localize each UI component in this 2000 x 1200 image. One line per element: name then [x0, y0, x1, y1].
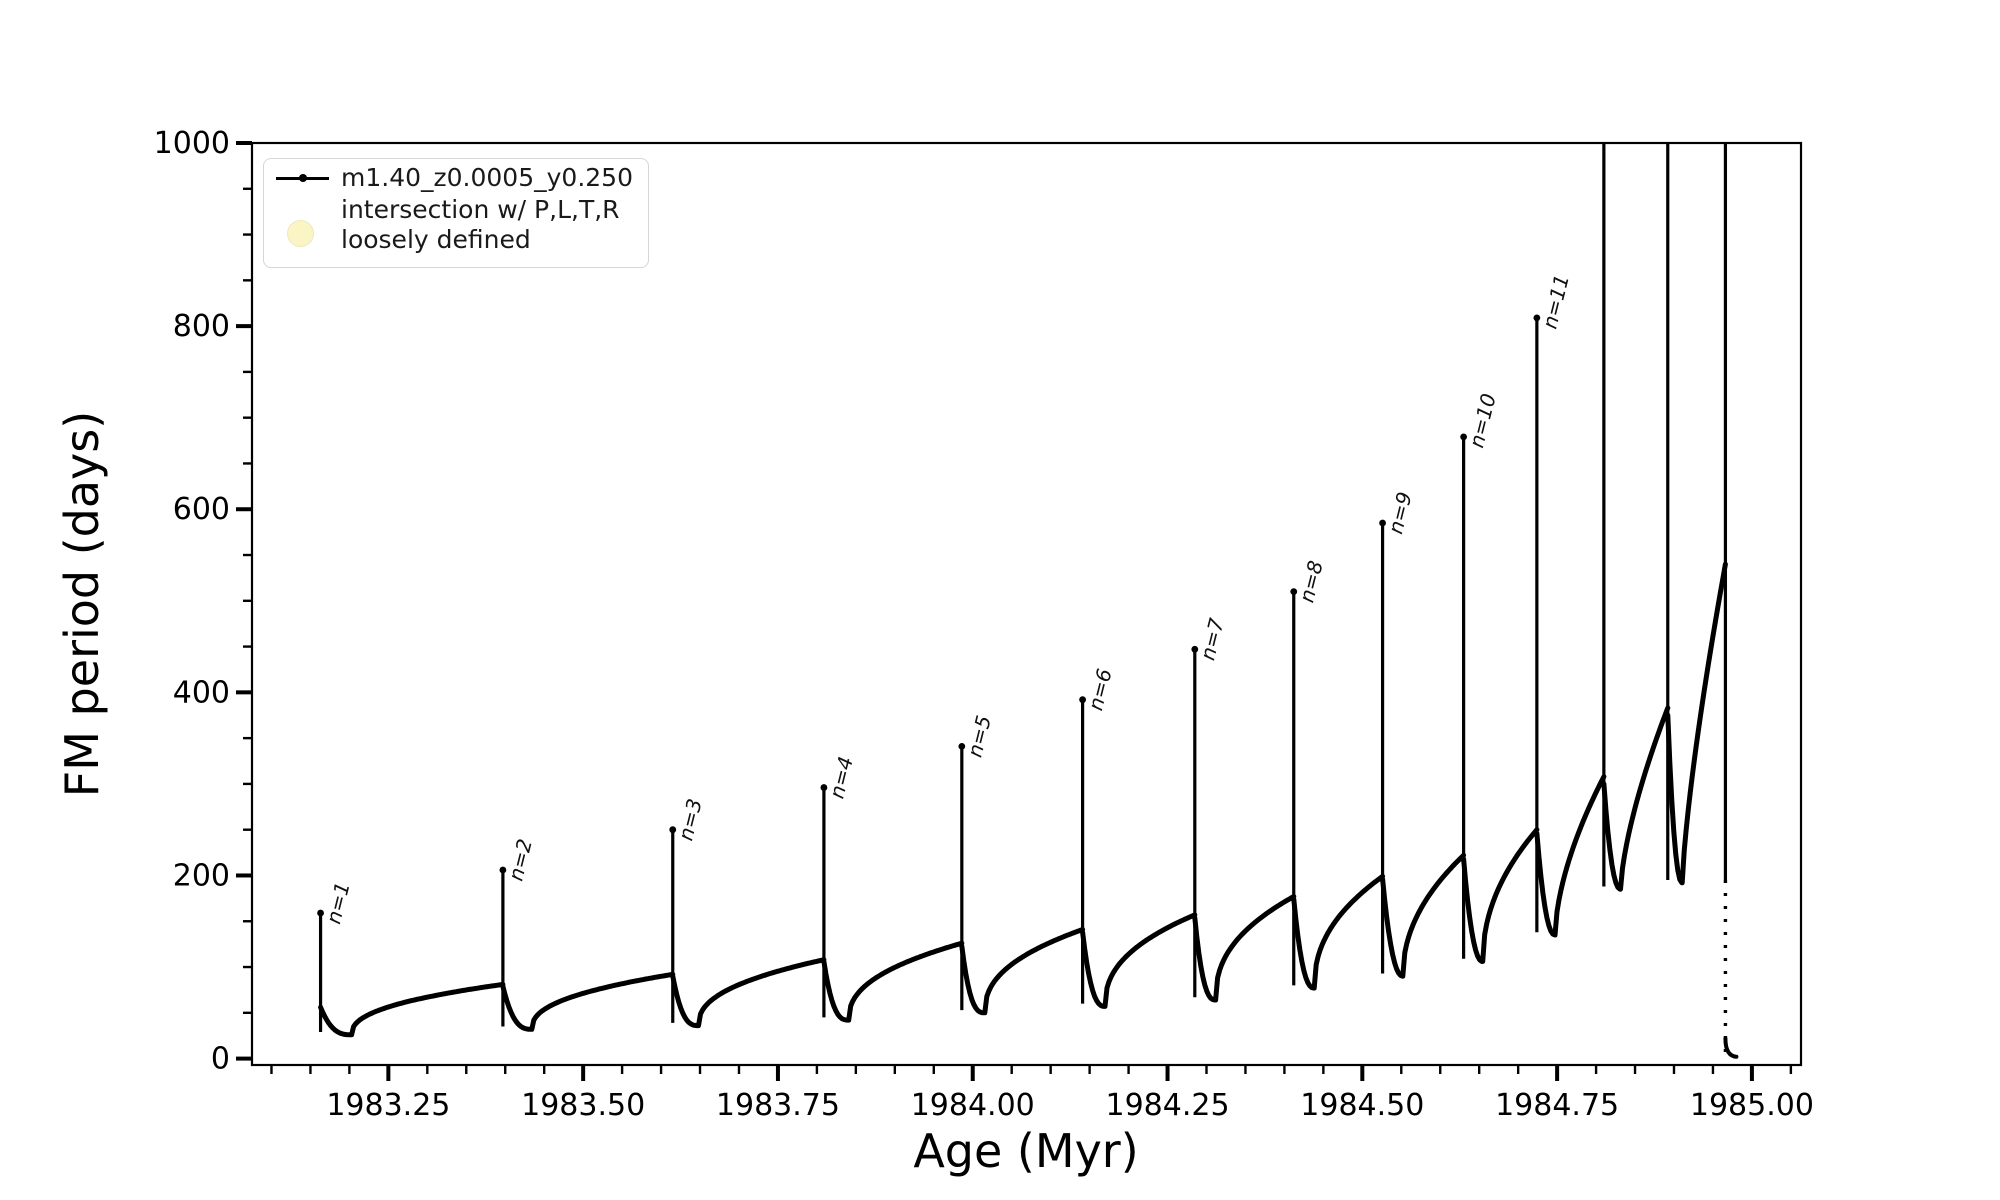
spike-marker-dot: [1079, 696, 1087, 704]
x-tick-label: 1984.25: [1105, 1088, 1229, 1123]
legend: m1.40_z0.0005_y0.250 intersection w/ P,L…: [263, 158, 649, 268]
spike-annotation: n=4: [824, 754, 857, 801]
spike-annotation: n=6: [1083, 666, 1116, 713]
spike-marker-dot: [499, 866, 507, 874]
x-tick-label: 1984.00: [911, 1088, 1035, 1123]
y-tick-label: 200: [173, 858, 230, 893]
spike-annotation: n=8: [1294, 558, 1327, 605]
x-axis-title: Age (Myr): [913, 1124, 1139, 1178]
x-tick-label: 1983.75: [716, 1088, 840, 1123]
y-axis-title: FM period (days): [55, 410, 109, 798]
y-tick-label: 1000: [154, 126, 230, 161]
spike-annotation: n=2: [503, 836, 536, 883]
spike-annotation: n=1: [321, 879, 354, 926]
spike-annotation: n=9: [1383, 489, 1416, 536]
final-drop-hook: [1723, 1036, 1739, 1059]
series-curve: [318, 561, 1728, 1038]
legend-intersection-label-line2: loosely defined: [341, 225, 531, 254]
spike-annotation: n=11: [1537, 272, 1574, 331]
legend-intersection-label-line1: intersection w/ P,L,T,R: [341, 195, 620, 224]
intersection-marker-icon: [287, 220, 314, 247]
spike-annotation: n=5: [962, 713, 995, 760]
y-tick-label: 0: [211, 1042, 230, 1077]
spike-marker-dot: [1191, 645, 1199, 653]
spike-marker-dot: [317, 909, 324, 917]
x-tick-label: 1984.50: [1300, 1088, 1424, 1123]
plot-frame: [250, 141, 1803, 1067]
legend-series-label: m1.40_z0.0005_y0.250: [341, 163, 633, 192]
spike-marker-dot: [820, 784, 828, 791]
x-tick-label: 1985.00: [1690, 1088, 1814, 1123]
legend-line-marker-dot-icon: [299, 174, 307, 182]
x-tick-label: 1983.50: [521, 1088, 645, 1123]
y-tick-label: 400: [173, 675, 230, 710]
spike-annotation: n=7: [1195, 616, 1229, 663]
legend-intersection-label: intersection w/ P,L,T,R loosely defined: [341, 195, 620, 255]
spike-marker-dot: [1290, 588, 1298, 596]
x-tick-label: 1983.25: [326, 1088, 450, 1123]
spike-annotation: n=10: [1464, 391, 1501, 450]
y-tick-label: 600: [173, 492, 230, 527]
spike-marker-dot: [1533, 314, 1541, 322]
spike-marker-dot: [958, 742, 966, 750]
spike-annotation: n=3: [673, 796, 706, 843]
x-tick-label: 1984.75: [1495, 1088, 1619, 1123]
spike-marker-dot: [1379, 519, 1386, 527]
spike-marker-dot: [669, 826, 677, 834]
spike-marker-dot: [1460, 433, 1468, 441]
y-tick-label: 800: [173, 309, 230, 344]
